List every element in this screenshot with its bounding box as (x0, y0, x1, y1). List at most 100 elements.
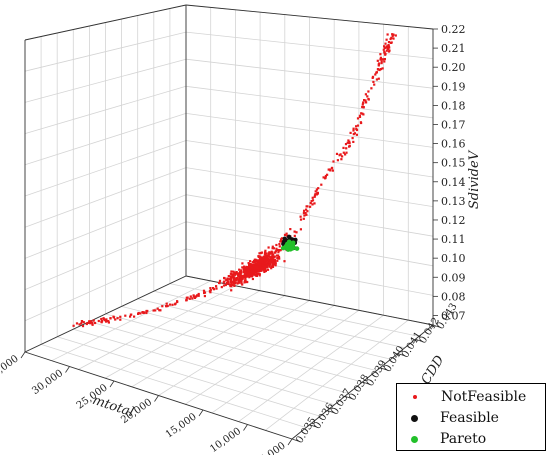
notfeasible-point (372, 80, 375, 83)
notfeasible-point (270, 267, 273, 270)
back-wall-grid-line (185, 31, 434, 59)
notfeasible-point (133, 315, 136, 318)
notfeasible-point (242, 268, 245, 271)
y-tick (291, 438, 299, 442)
notfeasible-point (241, 266, 244, 269)
notfeasible-point (226, 280, 230, 283)
notfeasible-point (311, 196, 314, 199)
notfeasible-point (235, 277, 238, 280)
notfeasible-point (352, 127, 355, 130)
notfeasible-point (360, 112, 363, 115)
notfeasible-point (102, 318, 105, 321)
notfeasible-point (320, 183, 323, 186)
notfeasible-point (264, 249, 267, 252)
notfeasible-point (256, 259, 259, 262)
notfeasible-point (251, 271, 254, 274)
notfeasible-point (392, 37, 395, 40)
notfeasible-point (240, 282, 243, 285)
x-tick (109, 380, 115, 388)
legend-label-feasible: Feasible (440, 410, 499, 426)
notfeasible-point (309, 205, 312, 208)
legend-item-notfeasible: NotFeasible (397, 387, 526, 407)
notfeasible-point (165, 305, 168, 308)
notfeasible-point (252, 259, 256, 262)
notfeasible-point (237, 281, 240, 284)
notfeasible-point (263, 268, 266, 271)
notfeasible-point (364, 99, 367, 102)
notfeasible-point (336, 159, 339, 162)
z-tick-label: 0.08 (441, 290, 466, 303)
notfeasible-point (270, 265, 273, 268)
notfeasible-point (380, 60, 383, 63)
notfeasible-point (331, 169, 334, 172)
z-tick-label: 0.07 (441, 309, 466, 322)
notfeasible-point (197, 294, 200, 297)
notfeasible-point (82, 321, 85, 324)
notfeasible-point (344, 153, 347, 156)
notfeasible-point (114, 318, 117, 321)
notfeasible-point (232, 273, 235, 276)
notfeasible-point (94, 321, 97, 325)
notfeasible-point (242, 276, 245, 279)
notfeasible-point (370, 87, 373, 90)
notfeasible-point (338, 154, 341, 157)
notfeasible-point (272, 258, 275, 261)
notfeasible-point (271, 253, 274, 256)
notfeasible-point (105, 320, 108, 323)
notfeasible-point (236, 272, 239, 275)
x-tick (20, 351, 26, 359)
notfeasible-point (248, 264, 251, 267)
notfeasible-point (324, 174, 327, 178)
notfeasible-point (238, 268, 241, 271)
notfeasible-point (249, 260, 252, 263)
notfeasible-point (299, 218, 303, 221)
notfeasible-point (356, 117, 360, 120)
notfeasible-point (383, 46, 386, 49)
notfeasible-point (249, 274, 252, 277)
notfeasible-point (345, 147, 348, 150)
notfeasible-point (351, 137, 354, 140)
notfeasible-point (107, 321, 110, 324)
notfeasible-point (268, 255, 271, 258)
notfeasible-point (240, 269, 243, 272)
z-tick-label: 0.22 (441, 23, 466, 36)
z-tick-label: 0.11 (441, 233, 466, 246)
notfeasible-point (266, 257, 269, 260)
y-tick (397, 353, 404, 356)
notfeasible-point (305, 213, 308, 216)
notfeasible-point (283, 260, 286, 263)
x-tick (287, 438, 293, 446)
notfeasible-point (273, 251, 276, 254)
notfeasible-point (225, 279, 228, 282)
notfeasible-point (185, 296, 188, 299)
notfeasible-point (317, 187, 320, 190)
notfeasible-point (243, 281, 246, 284)
y-tick (379, 367, 387, 371)
notfeasible-point (245, 266, 248, 269)
x-axis-label: mtotal (91, 393, 136, 420)
notfeasible-point (161, 305, 164, 308)
notfeasible-point (258, 273, 261, 276)
notfeasible-point (158, 309, 161, 312)
notfeasible-point (137, 312, 140, 315)
notfeasible-point (271, 263, 274, 266)
notfeasible-point (100, 317, 103, 321)
notfeasible-point (203, 291, 207, 294)
notfeasible-point (258, 252, 261, 255)
notfeasible-point (322, 176, 325, 179)
notfeasible-point (303, 214, 306, 217)
axis-box-edge (24, 275, 187, 353)
notfeasible-point (311, 203, 314, 206)
legend-marker-notfeasible (413, 395, 417, 399)
notfeasible-point (274, 262, 277, 265)
notfeasible-point (146, 309, 149, 313)
notfeasible-point (246, 267, 249, 270)
notfeasible-point (88, 320, 91, 323)
notfeasible-point (270, 259, 273, 262)
notfeasible-point (78, 323, 81, 326)
notfeasible-point (274, 260, 277, 263)
notfeasible-point (260, 251, 263, 254)
notfeasible-point (313, 195, 316, 198)
notfeasible-point (263, 270, 266, 273)
